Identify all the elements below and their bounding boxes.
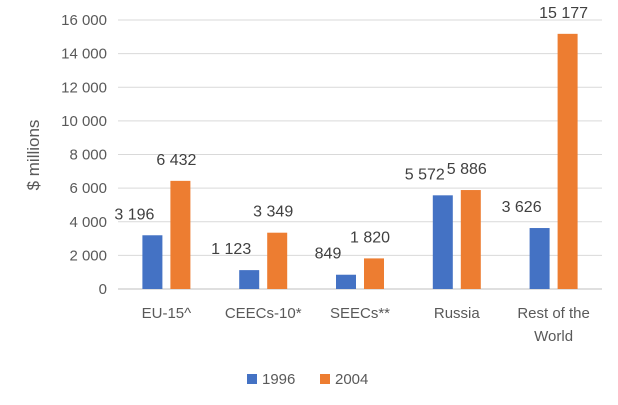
bar-1996 (142, 235, 163, 289)
y-tick-label: 8 000 (69, 147, 107, 164)
y-tick-label: 14 000 (61, 46, 107, 63)
y-tick-label: 12 000 (61, 79, 107, 96)
y-tick-label: 0 (99, 281, 107, 298)
x-axis-ticks: EU-15^ CEECs-10* SEECs** Russia Rest of the W… (142, 305, 590, 345)
data-label: 15 177 (539, 5, 588, 22)
y-tick-label: 6 000 (69, 180, 107, 197)
y-axis-label: $ millions (24, 120, 43, 191)
bar-1996 (239, 270, 260, 289)
legend-label: 2004 (335, 371, 368, 388)
data-label: 5 886 (447, 161, 487, 178)
x-tick-label: EU-15^ (142, 305, 192, 322)
legend-swatch (320, 374, 330, 384)
data-label: 3 626 (502, 199, 542, 216)
y-tick-label: 16 000 (61, 12, 107, 29)
x-tick-label: Rest of the (517, 305, 590, 322)
data-labels: 3 196 1 123 849 5 572 3 626 6 432 3 349 1 820 5 … (114, 5, 588, 263)
y-tick-label: 10 000 (61, 113, 107, 130)
x-tick-label: CEECs-10* (225, 305, 302, 322)
data-label: 849 (315, 246, 342, 263)
legend-label: 1996 (262, 371, 295, 388)
gridlines (118, 19, 602, 290)
x-tick-label: World (534, 328, 573, 345)
bar-1996 (336, 274, 356, 289)
y-tick-label: 4 000 (69, 214, 107, 231)
bar-1996 (529, 228, 550, 289)
bar-2004 (170, 180, 191, 289)
legend-swatch (247, 374, 257, 384)
bar-1996 (432, 195, 453, 289)
bar-2004 (460, 190, 481, 289)
bar-2004 (267, 232, 288, 289)
data-label: 1 123 (211, 241, 251, 258)
data-label: 1 820 (350, 229, 390, 246)
bar-2004 (557, 33, 578, 290)
data-label: 3 196 (114, 206, 154, 223)
data-label: 6 432 (156, 152, 196, 169)
x-tick-label: Russia (434, 305, 481, 322)
data-label: 5 572 (405, 166, 445, 183)
legend: 1996 2004 (247, 371, 368, 388)
x-tick-label: SEECs** (330, 305, 390, 322)
bar-2004 (364, 258, 384, 289)
data-label: 3 349 (253, 204, 293, 221)
y-tick-label: 2 000 (69, 247, 107, 264)
y-axis-ticks: 0 2 000 4 000 6 000 8 000 10 000 12 000 14 000 1… (61, 12, 107, 298)
bars (142, 33, 578, 290)
